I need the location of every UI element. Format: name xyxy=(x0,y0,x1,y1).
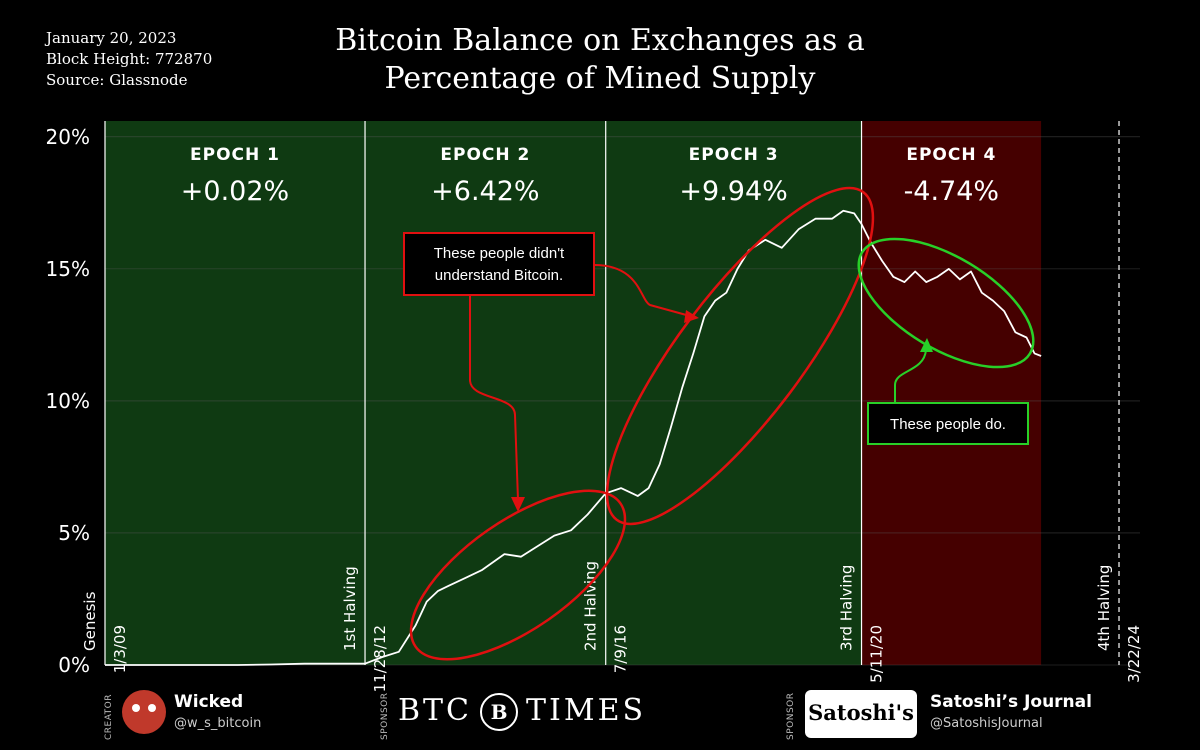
btc-times-right: TIMES xyxy=(526,693,647,728)
epoch4-highlight-ellipse xyxy=(857,237,1035,369)
satoshis-journal-logo: Satoshi's xyxy=(805,690,917,738)
sponsor-label-1: SPONSOR xyxy=(380,692,390,740)
source-text: Source: Glassnode xyxy=(46,71,188,89)
epoch-change-2: +6.42% xyxy=(431,176,539,207)
chart-title: Bitcoin Balance on Exchanges as a Percen… xyxy=(250,22,950,98)
red-arrow-1 xyxy=(593,264,691,317)
y-tick-label-3: 15% xyxy=(46,257,90,281)
event-date-0: 1/3/09 xyxy=(111,625,129,673)
red-arrowhead-1 xyxy=(684,310,699,323)
red-arrowhead-2 xyxy=(511,497,525,512)
satoshis-journal-name: Satoshi’s Journal xyxy=(930,692,1092,712)
epoch-change-3: +9.94% xyxy=(679,176,787,207)
green-callout-box xyxy=(867,402,1029,445)
event-date-2: 7/9/16 xyxy=(612,625,630,673)
creator-avatar xyxy=(122,690,166,734)
y-tick-label-0: 0% xyxy=(58,653,90,677)
chart-title-line1: Bitcoin Balance on Exchanges as a xyxy=(335,23,865,58)
epoch-change-4: -4.74% xyxy=(904,176,1000,207)
epoch-label-1: EPOCH 1 xyxy=(190,145,280,165)
green-callout-text: These people do. xyxy=(890,416,1006,433)
epoch-change-1: +0.02% xyxy=(181,176,289,207)
green-arrowhead xyxy=(920,338,933,352)
epoch-label-4: EPOCH 4 xyxy=(906,145,996,165)
block-height-text: Block Height: 772870 xyxy=(46,50,213,68)
creator-handle: @w_s_bitcoin xyxy=(174,716,262,731)
event-name-2: 2nd Halving xyxy=(582,561,600,651)
epoch-band-2 xyxy=(365,121,606,665)
exchange-balance-line xyxy=(105,209,1042,666)
event-name-1: 1st Halving xyxy=(341,566,359,651)
red-arrow-2 xyxy=(469,296,519,501)
chart-metadata: January 20, 2023 Block Height: 772870 So… xyxy=(46,28,212,91)
red-callout-text-line1: These people didn't xyxy=(434,245,565,262)
btc-coin-icon: B xyxy=(480,693,519,731)
y-tick-label-2: 10% xyxy=(46,389,90,413)
epoch-label-2: EPOCH 2 xyxy=(440,145,530,165)
epoch-band-4 xyxy=(861,121,1042,665)
chart-title-line2: Percentage of Mined Supply xyxy=(384,61,816,96)
btc-times-left: BTC xyxy=(398,693,473,728)
epoch-band-3 xyxy=(605,121,862,665)
event-name-4: 4th Halving xyxy=(1095,565,1113,651)
event-date-3: 5/11/20 xyxy=(868,625,886,683)
y-tick-label-1: 5% xyxy=(58,521,90,545)
red-callout-text-line2: understand Bitcoin. xyxy=(435,267,563,284)
epoch2-highlight-ellipse xyxy=(409,489,627,661)
green-arrow xyxy=(894,349,927,403)
event-name-0: Genesis xyxy=(81,591,99,651)
btc-times-logo: BTC B TIMES xyxy=(398,693,646,731)
red-callout-box xyxy=(403,232,595,296)
satoshis-journal-handle: @SatoshisJournal xyxy=(930,716,1043,731)
date-text: January 20, 2023 xyxy=(46,29,177,47)
y-tick-label-4: 20% xyxy=(46,125,90,149)
event-name-3: 3rd Halving xyxy=(838,565,856,651)
creator-name: Wicked xyxy=(174,692,244,712)
event-date-4: 3/22/24 xyxy=(1125,625,1143,683)
epoch-band-1 xyxy=(105,121,366,665)
creator-label: CREATOR xyxy=(104,693,114,740)
epoch-label-3: EPOCH 3 xyxy=(689,145,779,165)
sponsor-label-2: SPONSOR xyxy=(786,692,796,740)
